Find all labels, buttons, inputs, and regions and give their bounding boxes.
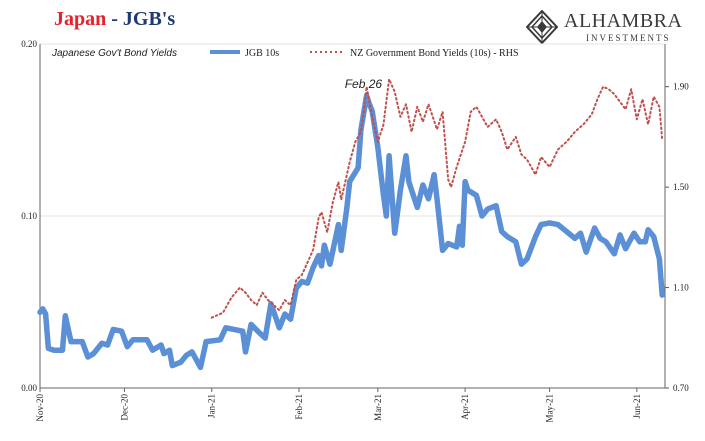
y-left-tick-label: 0.20: [21, 39, 37, 49]
legend-label-jgb: JGB 10s: [245, 48, 279, 59]
annotation-feb26: Feb 26: [345, 77, 383, 91]
alhambra-logo: ALHAMBRA INVESTMENTS: [524, 8, 694, 48]
chart-title-part1: Japan: [54, 8, 107, 30]
series-lines: [37, 78, 665, 371]
logo-subtitle: INVESTMENTS: [586, 33, 671, 43]
y-left-tick-label: 0.10: [21, 211, 37, 221]
diamond-logo-icon: [526, 10, 558, 44]
x-tick-label: Jun-21: [632, 394, 642, 419]
x-tick-label: Apr-21: [460, 394, 470, 420]
y-right-tick-label: 0.70: [673, 383, 689, 393]
axes: [39, 44, 669, 392]
chart-title-part2: - JGB's: [106, 8, 176, 30]
x-tick-label: Feb-21: [294, 394, 304, 420]
series-line-jgb: [37, 92, 665, 371]
x-tick-label: Jan-21: [207, 394, 217, 418]
gridlines: [40, 43, 665, 217]
x-tick-label: May-21: [545, 394, 555, 423]
legend-label-nz: NZ Government Bond Yields (10s) - RHS: [350, 48, 519, 59]
chart-title: Japan - JGB's: [54, 8, 175, 31]
logo-name: ALHAMBRA: [564, 10, 683, 32]
series-line-nz: [210, 78, 664, 319]
y-left-tick-label: 0.00: [21, 383, 37, 393]
x-tick-label: Mar-21: [373, 394, 383, 421]
y-right-tick-label: 1.10: [673, 283, 689, 293]
x-tick-label: Dec-20: [119, 394, 129, 421]
x-tick-label: Nov-20: [35, 394, 45, 422]
y-right-tick-label: 1.90: [673, 82, 689, 92]
axis-labels: 0.00 0.10 0.20 0.70 1.10 1.50 1.90 Nov-20 Dec-20…: [21, 39, 689, 423]
legend-group-label: Japanese Gov't Bond Yields: [51, 48, 177, 59]
legend: Japanese Gov't Bond Yields JGB 10s NZ Go…: [51, 48, 519, 59]
y-right-tick-label: 1.50: [673, 182, 689, 192]
